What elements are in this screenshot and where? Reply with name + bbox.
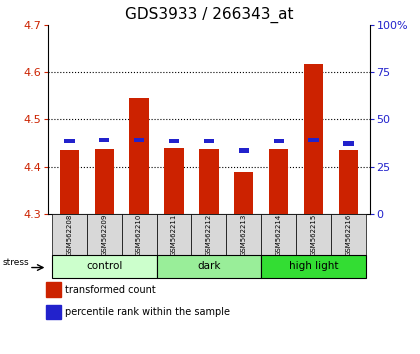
- Text: transformed count: transformed count: [65, 285, 155, 295]
- Text: GSM562211: GSM562211: [171, 213, 177, 256]
- Bar: [157, 255, 261, 278]
- Bar: [134, 138, 144, 142]
- Text: GSM562208: GSM562208: [66, 213, 72, 256]
- Bar: [94, 149, 114, 214]
- Bar: [99, 138, 110, 142]
- Bar: [204, 139, 214, 143]
- Bar: [304, 64, 323, 214]
- Bar: [47, 282, 61, 297]
- Text: control: control: [86, 261, 122, 272]
- Text: percentile rank within the sample: percentile rank within the sample: [65, 307, 230, 317]
- Bar: [129, 98, 149, 214]
- Bar: [269, 149, 289, 214]
- Text: GSM562213: GSM562213: [241, 213, 247, 256]
- Bar: [87, 214, 122, 255]
- Bar: [261, 255, 366, 278]
- Bar: [339, 150, 358, 214]
- Bar: [331, 214, 366, 255]
- Title: GDS3933 / 266343_at: GDS3933 / 266343_at: [125, 7, 293, 23]
- Text: GSM562214: GSM562214: [276, 213, 282, 256]
- Text: dark: dark: [197, 261, 220, 272]
- Text: GSM562210: GSM562210: [136, 213, 142, 256]
- Bar: [52, 255, 157, 278]
- Bar: [157, 214, 192, 255]
- Bar: [192, 214, 226, 255]
- Bar: [60, 150, 79, 214]
- Bar: [169, 139, 179, 143]
- Bar: [200, 149, 218, 214]
- Text: stress: stress: [3, 258, 29, 267]
- Text: GSM562209: GSM562209: [101, 213, 107, 256]
- Bar: [296, 214, 331, 255]
- Bar: [52, 214, 87, 255]
- Bar: [47, 304, 61, 319]
- Bar: [344, 141, 354, 145]
- Bar: [226, 214, 261, 255]
- Bar: [308, 138, 319, 142]
- Bar: [273, 139, 284, 143]
- Bar: [234, 172, 254, 214]
- Bar: [64, 139, 74, 143]
- Text: high light: high light: [289, 261, 339, 272]
- Bar: [239, 148, 249, 153]
- Text: GSM562215: GSM562215: [311, 213, 317, 256]
- Bar: [164, 148, 184, 214]
- Bar: [122, 214, 157, 255]
- Text: GSM562216: GSM562216: [346, 213, 352, 256]
- Text: GSM562212: GSM562212: [206, 213, 212, 256]
- Bar: [261, 214, 296, 255]
